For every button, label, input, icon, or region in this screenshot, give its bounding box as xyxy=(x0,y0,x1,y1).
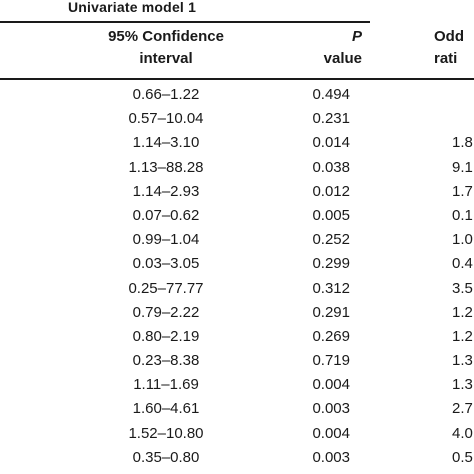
ci-cell: 0.79–2.22 xyxy=(132,303,200,321)
odds-ratio-cell: 1.2 xyxy=(452,327,473,345)
p-value-cell: 0.012 xyxy=(312,182,350,200)
odds-ratio-cell: 0.4 xyxy=(452,255,473,273)
ci-cell: 0.99–1.04 xyxy=(132,231,200,249)
p-value-cell: 0.494 xyxy=(312,86,350,103)
odds-ratio-cell: 1.0 xyxy=(452,231,473,249)
ci-cell: 0.80–2.19 xyxy=(132,327,200,345)
odds-ratio-cell: 1.3 xyxy=(452,352,473,370)
group-title: Univariate model 1 xyxy=(68,0,197,15)
table-row: 0.80–2.19 0.269 1.2 xyxy=(0,325,474,349)
table-row: 0.99–1.04 0.252 1.0 xyxy=(0,228,474,252)
p-value-cell: 0.003 xyxy=(312,400,350,418)
table-row: 1.14–3.10 0.014 1.8 xyxy=(0,131,474,155)
odds-ratio-cell: 0.1 xyxy=(452,206,473,224)
p-value-cell: 0.299 xyxy=(312,255,350,273)
ci-cell: 0.57–10.04 xyxy=(128,110,204,128)
table-row: 0.57–10.04 0.231 xyxy=(0,107,474,131)
ci-cell: 1.60–4.61 xyxy=(132,400,200,418)
table-row: 0.03–3.05 0.299 0.4 xyxy=(0,252,474,276)
header-or-line1: Odd xyxy=(434,28,464,45)
p-value-cell: 0.004 xyxy=(312,424,350,442)
p-value-cell: 0.231 xyxy=(312,110,350,128)
table-row: 0.66–1.22 0.494 xyxy=(0,83,474,107)
header-top-rule xyxy=(0,21,370,23)
odds-ratio-cell: 1.2 xyxy=(452,303,473,321)
odds-ratio-cell: 9.1 xyxy=(452,158,473,176)
header-p-line1: P xyxy=(351,28,362,45)
ci-cell: 1.13–88.28 xyxy=(128,158,204,176)
odds-ratio-cell: 3.5 xyxy=(452,279,473,297)
p-value-cell: 0.252 xyxy=(312,231,350,249)
p-value-cell: 0.038 xyxy=(312,158,350,176)
ci-cell: 1.14–2.93 xyxy=(132,182,200,200)
p-value-cell: 0.269 xyxy=(312,327,350,345)
header-ci-line1: 95% Confidence xyxy=(108,28,224,45)
ci-cell: 0.35–0.80 xyxy=(132,448,200,466)
odds-ratio-cell: 2.7 xyxy=(452,400,473,418)
ci-cell: 1.14–3.10 xyxy=(132,134,200,152)
p-value-cell: 0.312 xyxy=(312,279,350,297)
p-value-cell: 0.004 xyxy=(312,376,350,394)
p-value-cell: 0.291 xyxy=(312,303,350,321)
table-row: 0.25–77.77 0.312 3.5 xyxy=(0,277,474,301)
p-value-cell: 0.014 xyxy=(312,134,350,152)
table-row: 1.13–88.28 0.038 9.1 xyxy=(0,156,474,180)
ci-cell: 0.66–1.22 xyxy=(132,86,200,103)
table-row: 1.60–4.61 0.003 2.7 xyxy=(0,397,474,421)
table-row: 1.52–10.80 0.004 4.0 xyxy=(0,422,474,446)
ci-cell: 0.03–3.05 xyxy=(132,255,200,273)
table-row: 1.11–1.69 0.004 1.3 xyxy=(0,373,474,397)
ci-cell: 0.23–8.38 xyxy=(132,352,200,370)
table-body: 0.66–1.22 0.494 0.57–10.04 0.231 1.14–3.… xyxy=(0,83,474,470)
header-odds-ratio: Odd rati xyxy=(434,26,474,70)
odds-ratio-cell: 0.5 xyxy=(452,448,473,466)
header-p-value: P value xyxy=(290,26,362,70)
ci-cell: 0.07–0.62 xyxy=(132,206,200,224)
header-p-line2: value xyxy=(323,50,362,67)
p-value-cell: 0.719 xyxy=(312,352,350,370)
ci-cell: 1.52–10.80 xyxy=(128,424,204,442)
table-row: 0.35–0.80 0.003 0.5 xyxy=(0,446,474,470)
ci-cell: 0.25–77.77 xyxy=(128,279,204,297)
table-row: 0.23–8.38 0.719 1.3 xyxy=(0,349,474,373)
p-value-cell: 0.005 xyxy=(312,206,350,224)
table-row: 1.14–2.93 0.012 1.7 xyxy=(0,180,474,204)
header-ci-line2: interval xyxy=(139,50,193,67)
ci-cell: 1.11–1.69 xyxy=(133,376,199,394)
odds-ratio-cell: 1.8 xyxy=(452,134,473,152)
table-row: 0.07–0.62 0.005 0.1 xyxy=(0,204,474,228)
table-row: 0.79–2.22 0.291 1.2 xyxy=(0,301,474,325)
header-or-line2: rati xyxy=(434,50,458,67)
odds-ratio-cell: 1.3 xyxy=(452,376,473,394)
odds-ratio-cell: 4.0 xyxy=(452,424,473,442)
header-bottom-rule xyxy=(0,78,474,80)
header-confidence-interval: 95% Confidence interval xyxy=(62,26,270,70)
p-value-cell: 0.003 xyxy=(312,448,350,466)
odds-ratio-cell: 1.7 xyxy=(452,182,473,200)
